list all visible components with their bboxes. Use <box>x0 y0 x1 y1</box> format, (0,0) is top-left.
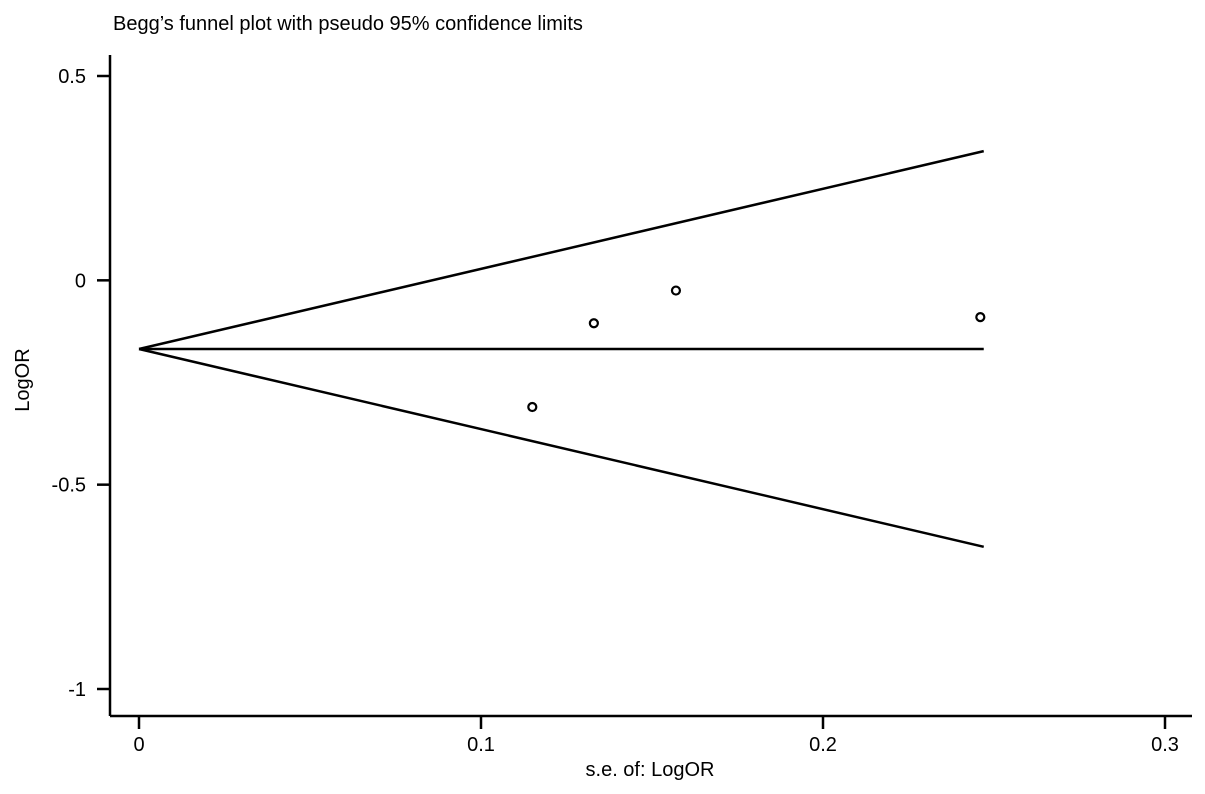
y-tick-label: 0.5 <box>58 66 86 88</box>
y-axis-label: LogOR <box>12 348 34 411</box>
x-tick-label: 0.1 <box>467 734 495 756</box>
study-point <box>527 401 538 413</box>
x-axis-label: s.e. of: LogOR <box>586 759 715 781</box>
study-point <box>975 312 986 323</box>
y-tick-label: -0.5 <box>52 475 86 497</box>
study-point <box>588 318 599 329</box>
x-tick-label: 0 <box>133 734 144 756</box>
lower-confidence-limit <box>138 347 985 549</box>
y-tick-label: 0 <box>75 270 86 292</box>
chart-title: Begg’s funnel plot with pseudo 95% confi… <box>113 13 583 35</box>
x-axis: 0 0.1 0.2 0.3 <box>110 714 1192 756</box>
study-points <box>527 285 986 413</box>
confidence-limits <box>138 149 985 549</box>
upper-confidence-limit <box>138 149 985 351</box>
y-axis: 0.5 0 -0.5 -1 <box>52 55 112 716</box>
y-tick-label: -1 <box>68 679 86 701</box>
study-point <box>670 285 682 296</box>
x-tick-label: 0.2 <box>809 734 837 756</box>
x-tick-label: 0.3 <box>1151 734 1179 756</box>
